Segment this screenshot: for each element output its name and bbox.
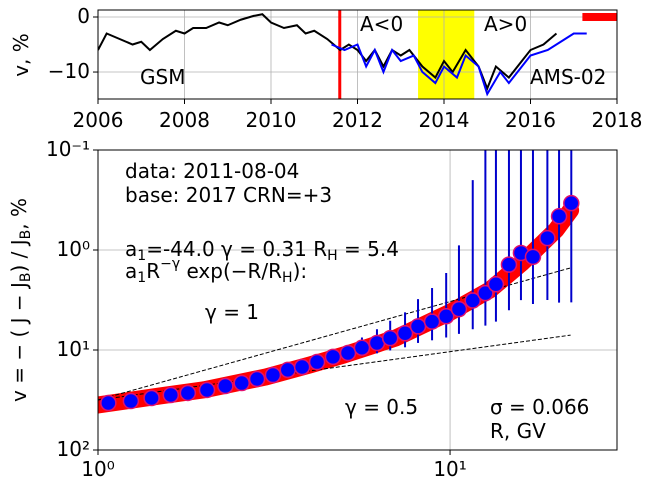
point — [500, 256, 518, 273]
bar — [582, 12, 617, 21]
point — [100, 394, 117, 412]
plot-area — [98, 150, 617, 450]
point — [179, 384, 197, 402]
x-tick-label: 10¹ — [433, 457, 466, 481]
point — [264, 366, 282, 384]
axes-frame — [97, 9, 618, 100]
y-tick-label: −10 — [48, 59, 90, 83]
point — [279, 361, 297, 379]
point — [324, 348, 342, 366]
point — [162, 386, 180, 404]
point — [217, 377, 234, 395]
annotation: a1​R−γ​ exp(−R/RH​): — [125, 256, 307, 286]
line — [331, 32, 587, 97]
series-label: AMS-02 — [530, 65, 606, 89]
plot-area — [98, 10, 617, 99]
series-label: GSM — [140, 65, 185, 89]
point — [233, 374, 250, 392]
y-tick-label: 10⁰ — [57, 237, 90, 261]
axes-frame — [97, 149, 618, 451]
annotation: A<0 — [360, 12, 403, 36]
guide-label: γ = 0.5 — [345, 395, 418, 419]
point — [198, 381, 216, 399]
x-tick-label: 2018 — [592, 108, 643, 132]
point — [550, 208, 568, 225]
point — [477, 284, 494, 302]
y-axis-label: v, % — [9, 33, 33, 77]
annotation: base: 2017 CRN=+3 — [125, 183, 332, 207]
x-tick-label: 10⁰ — [81, 457, 114, 481]
point — [353, 339, 371, 357]
point — [381, 329, 399, 347]
point — [122, 392, 140, 410]
y-tick-label: 0 — [77, 3, 90, 27]
point — [339, 344, 357, 362]
x-tick-label: 2010 — [246, 108, 297, 132]
point — [293, 358, 311, 376]
point — [539, 229, 556, 247]
x-tick-label: 2012 — [332, 108, 383, 132]
annotation: a1​=-44.0 γ = 0.31 RH​ = 5.4 — [125, 237, 399, 265]
x-tick-label: 2016 — [505, 108, 556, 132]
y-tick-label: 10¹ — [57, 337, 90, 361]
span — [418, 10, 475, 99]
point — [487, 275, 505, 293]
point — [409, 318, 427, 335]
point — [143, 389, 160, 407]
point — [248, 370, 266, 388]
annotation: σ = 0.066 — [490, 395, 589, 419]
point — [437, 308, 455, 325]
x-tick-label: 2008 — [159, 108, 210, 132]
point — [396, 325, 414, 342]
annotation: A>0 — [484, 12, 527, 36]
guide-label: γ = 1 — [205, 300, 259, 324]
x-tick-label: 2014 — [419, 108, 470, 132]
point — [308, 353, 326, 371]
point — [423, 313, 441, 330]
x-tick-label: 2006 — [73, 108, 124, 132]
y-axis-label: v = − ( J − JB​) / JB​, % — [7, 198, 35, 402]
point — [464, 292, 481, 309]
guide-line — [98, 334, 571, 401]
point — [524, 248, 542, 266]
annotation: data: 2011-08-04 — [125, 159, 299, 183]
y-tick-label: 10⁻¹ — [46, 137, 90, 161]
x-axis-label: R, GV — [490, 419, 546, 443]
point — [450, 300, 468, 318]
point — [563, 194, 580, 212]
y-tick-label: 10² — [57, 437, 90, 461]
